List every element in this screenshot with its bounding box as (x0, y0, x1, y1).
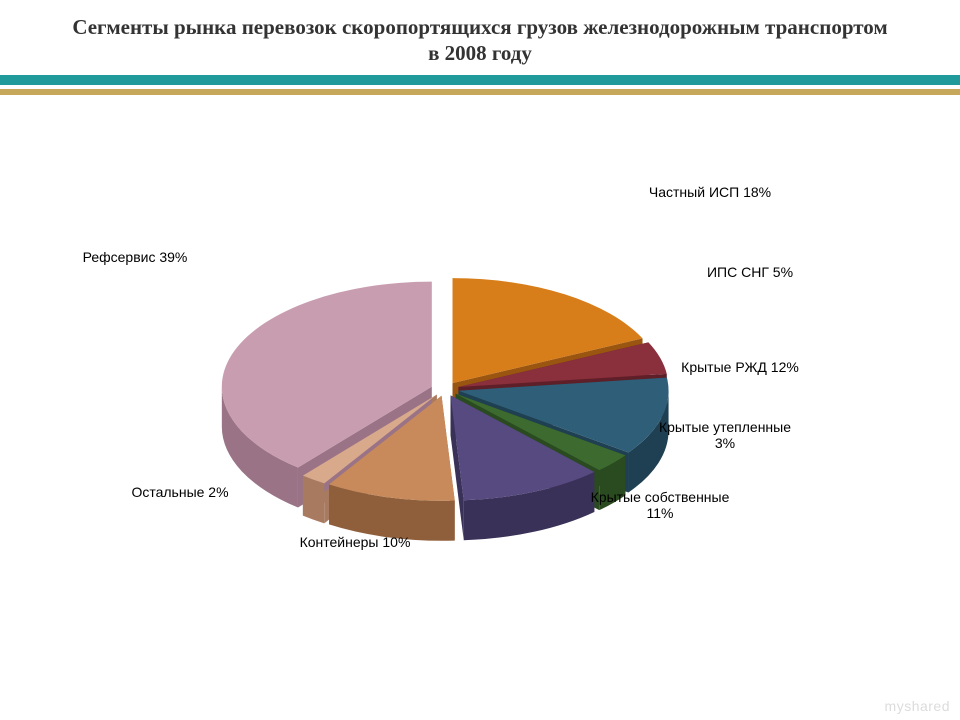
slice-7-label: Рефсервис 39% (45, 249, 225, 266)
decorative-bands (0, 75, 960, 99)
slice-1-label: ИПС СНГ 5% (660, 264, 840, 281)
slice-6-front (303, 475, 324, 523)
pie-chart-area: Частный ИСП 18% ИПС СНГ 5% Крытые РЖД 12% К… (0, 99, 960, 639)
band-0 (0, 75, 960, 85)
slice-3-label: Крытые утепленные 3% (635, 419, 815, 453)
slice-5-label: Контейнеры 10% (265, 534, 445, 551)
slice-2-label: Крытые РЖД 12% (650, 359, 830, 376)
slide-title: Сегменты рынка перевозок скоропортящихся… (30, 14, 930, 67)
slide-header: Сегменты рынка перевозок скоропортящихся… (0, 0, 960, 75)
slice-6-label: Остальные 2% (90, 484, 270, 501)
slice-4-label: Крытые собственные 11% (570, 489, 750, 523)
title-line2: в 2008 году (428, 41, 532, 65)
title-line1: Сегменты рынка перевозок скоропортящихся… (72, 15, 887, 39)
slice-0-label: Частный ИСП 18% (620, 184, 800, 201)
watermark: myshared (885, 698, 950, 714)
